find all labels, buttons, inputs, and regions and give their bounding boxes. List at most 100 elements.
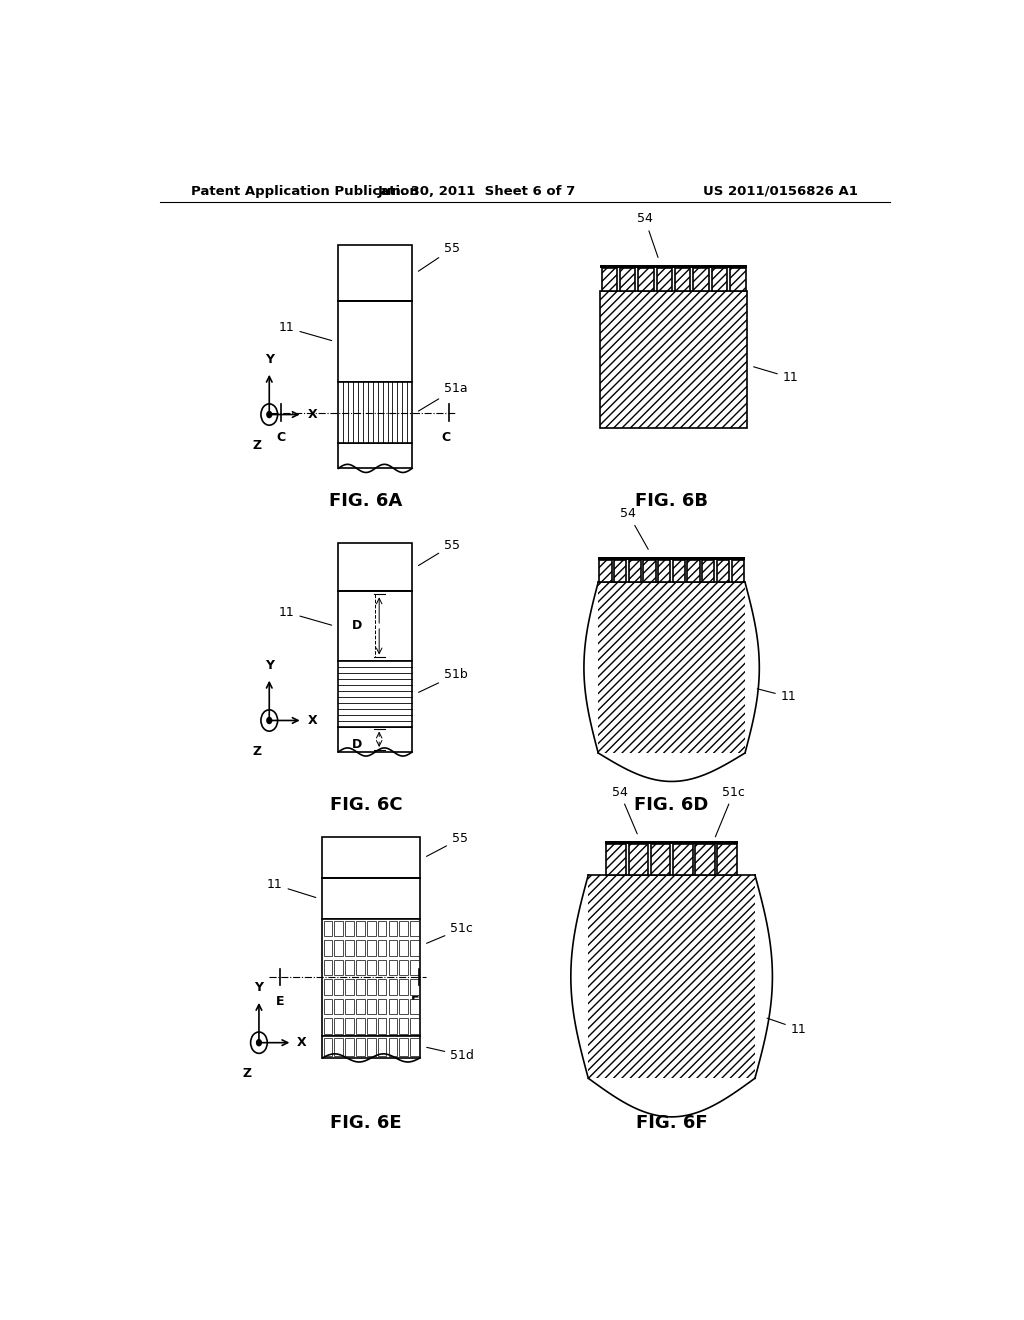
Bar — [605, 841, 738, 845]
Bar — [323, 1036, 420, 1057]
Bar — [600, 265, 748, 268]
Bar — [606, 845, 626, 875]
Text: Z: Z — [253, 440, 262, 451]
Bar — [378, 998, 386, 1014]
Text: 55: 55 — [419, 539, 460, 565]
Bar — [388, 979, 397, 995]
Bar — [399, 998, 409, 1014]
Bar — [388, 920, 397, 936]
Text: Z: Z — [253, 744, 262, 758]
Bar — [629, 560, 641, 582]
Bar — [693, 268, 709, 290]
Bar — [599, 560, 611, 582]
Text: C: C — [441, 430, 450, 444]
Text: FIG. 6F: FIG. 6F — [636, 1114, 708, 1131]
Bar — [324, 979, 332, 995]
Bar — [345, 960, 354, 975]
Bar — [345, 1018, 354, 1034]
Text: 11: 11 — [754, 367, 799, 384]
Bar — [338, 591, 412, 660]
Bar — [411, 940, 419, 956]
Text: FIG. 6E: FIG. 6E — [331, 1114, 401, 1131]
Bar — [356, 960, 365, 975]
Text: C: C — [276, 430, 286, 444]
Bar — [399, 979, 409, 995]
Bar — [411, 979, 419, 995]
Bar — [323, 837, 420, 878]
Bar — [673, 845, 692, 875]
Text: FIG. 6C: FIG. 6C — [330, 796, 402, 813]
Bar — [335, 960, 343, 975]
Bar — [598, 582, 745, 752]
Text: Y: Y — [265, 352, 273, 366]
Bar — [378, 960, 386, 975]
Bar — [367, 940, 376, 956]
Bar — [324, 920, 332, 936]
Bar — [338, 444, 412, 469]
Bar — [356, 998, 365, 1014]
Text: Y: Y — [265, 659, 273, 672]
Bar — [335, 940, 343, 956]
Bar — [675, 268, 690, 290]
Bar — [730, 268, 745, 290]
Text: 11: 11 — [767, 1018, 807, 1035]
Bar — [356, 1038, 365, 1056]
Text: 54: 54 — [621, 507, 648, 549]
Text: 11: 11 — [757, 689, 797, 704]
Text: X: X — [307, 714, 317, 727]
Bar — [658, 560, 671, 582]
Text: 54: 54 — [637, 213, 658, 257]
Text: D: D — [352, 738, 362, 751]
Bar — [399, 920, 409, 936]
Bar — [338, 543, 412, 591]
Bar — [335, 1018, 343, 1034]
Text: 11: 11 — [279, 321, 332, 341]
Bar — [338, 660, 412, 726]
Bar — [338, 726, 412, 752]
Text: FIG. 6A: FIG. 6A — [330, 492, 402, 510]
Text: Jun. 30, 2011  Sheet 6 of 7: Jun. 30, 2011 Sheet 6 of 7 — [378, 185, 577, 198]
Text: 51c: 51c — [716, 785, 745, 837]
Bar — [367, 1038, 376, 1056]
Bar — [602, 268, 617, 290]
Bar — [695, 845, 715, 875]
Text: Patent Application Publication: Patent Application Publication — [191, 185, 419, 198]
Bar — [731, 560, 743, 582]
Text: D: D — [352, 619, 362, 632]
Bar — [324, 960, 332, 975]
Bar — [588, 875, 755, 1078]
Bar — [388, 998, 397, 1014]
Bar — [324, 998, 332, 1014]
Bar — [367, 1018, 376, 1034]
Bar — [324, 1018, 332, 1034]
Text: 51d: 51d — [427, 1047, 474, 1061]
Bar — [718, 845, 737, 875]
Circle shape — [267, 412, 271, 417]
Bar — [324, 1038, 332, 1056]
Bar — [338, 381, 412, 444]
Bar — [367, 998, 376, 1014]
Bar — [399, 1038, 409, 1056]
Text: 51a: 51a — [419, 383, 468, 411]
Bar — [600, 290, 748, 428]
Circle shape — [257, 1040, 261, 1045]
Bar — [378, 1038, 386, 1056]
Bar — [629, 845, 648, 875]
Circle shape — [267, 718, 271, 723]
Bar — [673, 560, 685, 582]
Bar — [324, 940, 332, 956]
Bar — [323, 919, 420, 1036]
Bar — [638, 268, 653, 290]
Bar — [356, 920, 365, 936]
Bar — [411, 960, 419, 975]
Text: US 2011/0156826 A1: US 2011/0156826 A1 — [703, 185, 858, 198]
Bar — [335, 920, 343, 936]
Text: 11: 11 — [279, 606, 332, 626]
Text: 51c: 51c — [427, 923, 473, 944]
Bar — [323, 878, 420, 919]
Bar — [345, 979, 354, 995]
Bar — [650, 845, 671, 875]
Bar — [335, 979, 343, 995]
Bar — [411, 920, 419, 936]
Bar — [411, 1038, 419, 1056]
